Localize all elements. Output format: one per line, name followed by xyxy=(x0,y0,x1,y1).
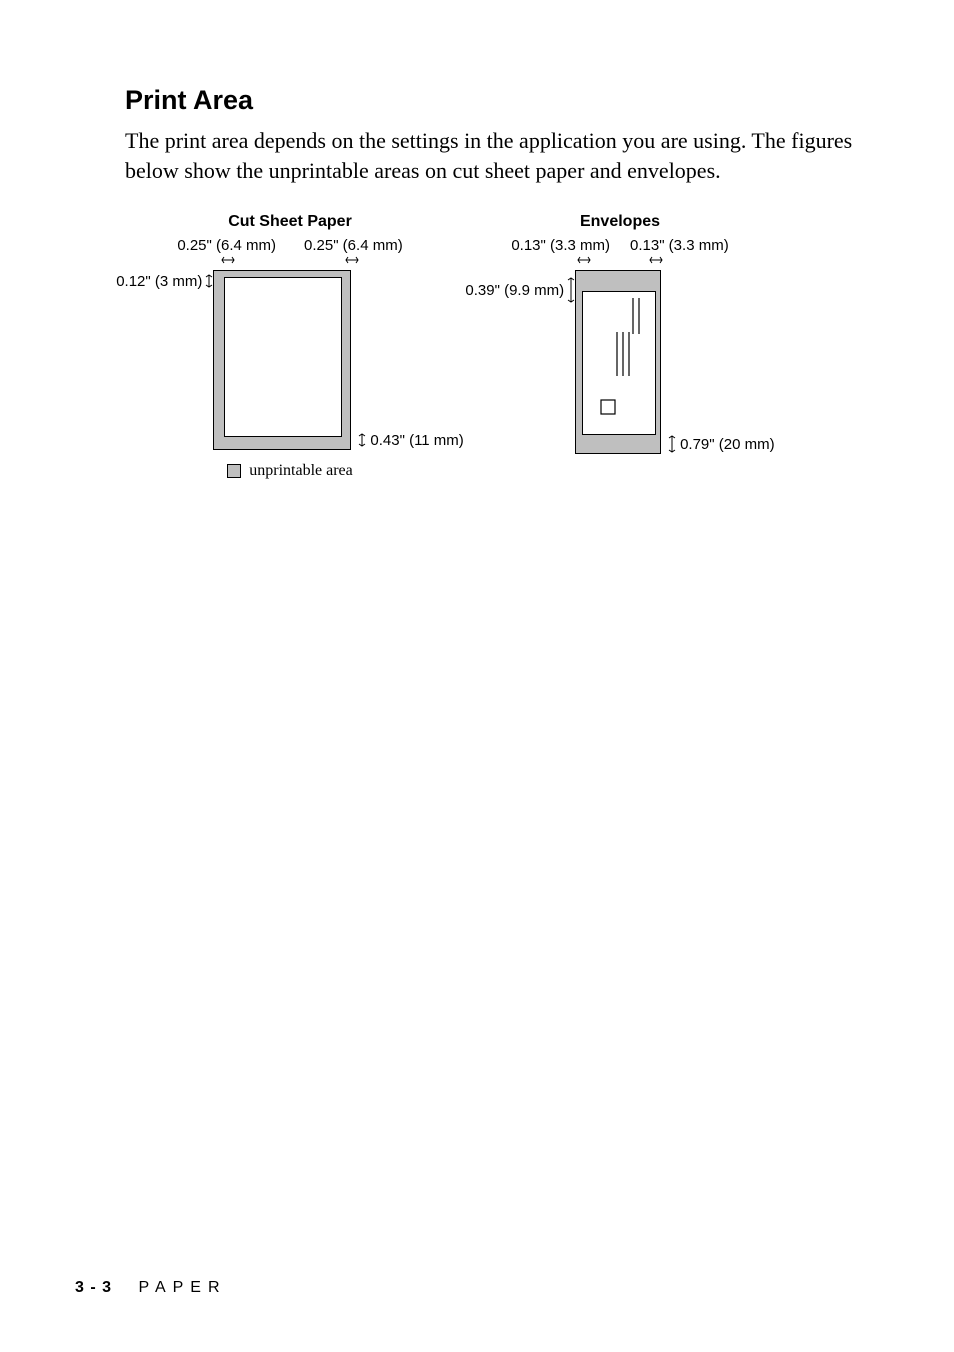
envelope-top-arrows xyxy=(576,256,664,266)
footer-page-number: 3 - 3 xyxy=(75,1279,112,1296)
envelope-figure-row: 0.39" (9.9 mm) xyxy=(465,270,774,454)
envelope-title: Envelopes xyxy=(580,213,660,231)
cut-sheet-diagram: Cut Sheet Paper 0.25" (6.4 mm)0.25" (6.4… xyxy=(125,213,455,480)
legend-swatch xyxy=(227,464,241,478)
cut-sheet-bottom-label: 0.43" (11 mm) xyxy=(355,431,463,449)
envelope-top-left-label: 0.13" (3.3 mm) xyxy=(511,237,610,254)
body-paragraph: The print area depends on the settings i… xyxy=(125,126,865,185)
envelope-top-right-label: 0.13" (3.3 mm) xyxy=(630,237,729,254)
envelope-side-label: 0.39" (9.9 mm) xyxy=(465,270,575,310)
arrow-horizontal-icon xyxy=(345,256,359,264)
footer-section: PAPER xyxy=(138,1279,226,1296)
cut-sheet-side-label: 0.12" (3 mm) xyxy=(116,272,213,290)
arrow-vertical-icon xyxy=(668,435,676,453)
envelope-side-left-label: 0.39" (9.9 mm) xyxy=(465,282,564,299)
cut-sheet-title: Cut Sheet Paper xyxy=(228,213,352,231)
diagrams-row: Cut Sheet Paper 0.25" (6.4 mm)0.25" (6.4… xyxy=(125,213,874,480)
cut-sheet-outer xyxy=(213,270,351,450)
envelope-flap-icon xyxy=(583,292,657,436)
envelope-diagram: Envelopes 0.13" (3.3 mm) 0.13" (3.3 mm) 0… xyxy=(455,213,785,454)
page-footer: 3 - 3 PAPER xyxy=(75,1279,227,1297)
cut-sheet-figure-row: 0.12" (3 mm) 0.43" (11 mm) xyxy=(116,270,464,450)
cut-sheet-top-right-label: 0.25" (6.4 mm) xyxy=(304,237,403,254)
cut-sheet-side-left-label: 0.12" (3 mm) xyxy=(116,273,202,290)
envelope-bottom-label: 0.79" (20 mm) xyxy=(665,435,775,453)
arrow-vertical-icon xyxy=(567,277,575,303)
page: Print Area The print area depends on the… xyxy=(0,0,954,1352)
envelope-outer xyxy=(575,270,661,454)
cut-sheet-top-left-label: 0.25" (6.4 mm) xyxy=(177,237,276,254)
legend-label: unprintable area xyxy=(249,462,353,480)
envelope-inner xyxy=(582,291,656,435)
section-heading: Print Area xyxy=(125,85,874,116)
cut-sheet-inner xyxy=(224,277,342,437)
envelope-bottom-right-label: 0.79" (20 mm) xyxy=(680,436,775,453)
cut-sheet-top-arrows xyxy=(219,256,361,266)
cut-sheet-top-labels: 0.25" (6.4 mm) 0.25" (6.4 mm) xyxy=(177,237,402,254)
arrow-vertical-icon xyxy=(358,433,366,447)
legend: unprintable area xyxy=(227,462,353,480)
arrow-horizontal-icon xyxy=(649,256,663,264)
envelope-top-labels: 0.13" (3.3 mm) 0.13" (3.3 mm) xyxy=(511,237,728,254)
arrow-horizontal-icon xyxy=(221,256,235,264)
cut-sheet-bottom-right-label: 0.43" (11 mm) xyxy=(370,432,463,449)
arrow-vertical-icon xyxy=(205,274,213,288)
arrow-horizontal-icon xyxy=(577,256,591,264)
